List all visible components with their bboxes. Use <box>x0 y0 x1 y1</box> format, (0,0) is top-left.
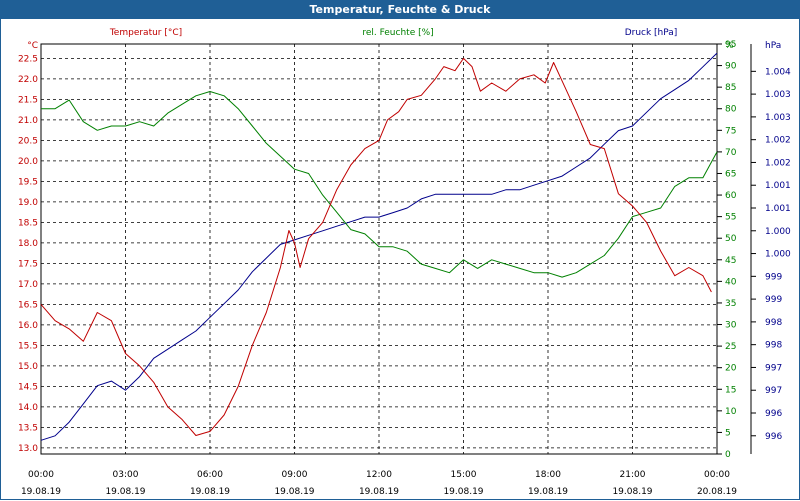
humidity-tick-label: 85 <box>725 83 736 93</box>
temperature-tick-label: 14.5 <box>18 382 38 392</box>
x-tick-date: 19.08.19 <box>105 487 145 497</box>
humidity-tick-label: 95 <box>725 40 736 50</box>
humidity-tick-label: 25 <box>725 342 736 352</box>
x-tick-date: 19.08.19 <box>21 487 61 497</box>
x-tick-date: 19.08.19 <box>274 487 314 497</box>
humidity-tick-label: 45 <box>725 256 736 266</box>
x-tick-date: 20.08.19 <box>697 487 737 497</box>
pressure-series-line <box>40 52 718 441</box>
pressure-legend: Druck [hPa] <box>625 28 678 38</box>
temperature-tick-label: 16.0 <box>18 321 38 331</box>
x-tick-time: 00:00 <box>28 470 54 480</box>
pressure-tick-label: 1.003 <box>765 90 791 100</box>
x-tick-time: 00:00 <box>704 470 730 480</box>
x-tick-date: 19.08.19 <box>612 487 652 497</box>
pressure-tick-label: 999 <box>765 295 782 305</box>
humidity-tick-label: 15 <box>725 385 736 395</box>
temperature-legend: Temperatur [°C] <box>109 28 182 38</box>
temperature-tick-label: 20.5 <box>18 136 38 146</box>
humidity-tick-label: 70 <box>725 148 737 158</box>
humidity-tick-label: 50 <box>725 234 737 244</box>
temperature-tick-label: 15.5 <box>18 341 38 351</box>
pressure-tick-label: 1.002 <box>765 158 791 168</box>
humidity-tick-label: 90 <box>725 62 737 72</box>
temperature-series-line <box>40 57 712 436</box>
x-tick-date: 19.08.19 <box>359 487 399 497</box>
temperature-tick-label: 15.0 <box>18 362 38 372</box>
pressure-tick-label: 998 <box>765 318 782 328</box>
pressure-tick-label: 999 <box>765 272 782 282</box>
humidity-unit: % <box>725 41 734 51</box>
pressure-tick-label: 1.001 <box>765 181 791 191</box>
humidity-tick-label: 40 <box>725 277 737 287</box>
temperature-tick-label: 17.5 <box>18 259 38 269</box>
pressure-tick-label: 996 <box>765 409 782 419</box>
pressure-tick-label: 998 <box>765 341 782 351</box>
x-tick-time: 18:00 <box>535 470 561 480</box>
humidity-tick-label: 55 <box>725 213 736 223</box>
temperature-tick-label: 20.0 <box>18 157 38 167</box>
pressure-tick-label: 997 <box>765 386 782 396</box>
temperature-tick-label: 21.0 <box>18 116 38 126</box>
humidity-tick-label: 30 <box>725 321 737 331</box>
humidity-tick-label: 0 <box>725 450 731 460</box>
x-tick-date: 19.08.19 <box>443 487 483 497</box>
x-tick-date: 19.08.19 <box>528 487 568 497</box>
pressure-tick-label: 1.000 <box>765 250 791 260</box>
temperature-tick-label: 18.0 <box>18 239 38 249</box>
pressure-tick-label: 1.001 <box>765 204 791 214</box>
chart-title: Temperatur, Feuchte & Druck <box>1 1 799 19</box>
pressure-tick-label: 1.000 <box>765 227 791 237</box>
x-tick-time: 21:00 <box>620 470 646 480</box>
temperature-tick-label: 13.0 <box>18 444 38 454</box>
temperature-unit: °C <box>27 41 38 51</box>
pressure-tick-label: 997 <box>765 363 782 373</box>
temperature-tick-label: 19.0 <box>18 198 38 208</box>
x-tick-date: 19.08.19 <box>190 487 230 497</box>
pressure-tick-label: 1.003 <box>765 113 791 123</box>
pressure-tick-label: 1.002 <box>765 136 791 146</box>
temperature-tick-label: 13.5 <box>18 423 38 433</box>
temperature-tick-label: 22.5 <box>18 54 38 64</box>
humidity-series-line <box>41 91 718 278</box>
pressure-unit: hPa <box>765 41 781 51</box>
temperature-tick-label: 18.5 <box>18 218 38 228</box>
temperature-tick-label: 19.5 <box>18 177 38 187</box>
humidity-tick-label: 75 <box>725 126 736 136</box>
temperature-tick-label: 16.5 <box>18 300 38 310</box>
humidity-tick-label: 60 <box>725 191 737 201</box>
humidity-tick-label: 5 <box>725 428 731 438</box>
x-tick-time: 03:00 <box>113 470 139 480</box>
temperature-tick-label: 22.0 <box>18 75 38 85</box>
humidity-tick-label: 20 <box>725 364 737 374</box>
temperature-tick-label: 21.5 <box>18 95 38 105</box>
x-tick-time: 09:00 <box>282 470 308 480</box>
humidity-legend: rel. Feuchte [%] <box>362 28 433 38</box>
temperature-tick-label: 17.0 <box>18 280 38 290</box>
humidity-tick-label: 35 <box>725 299 736 309</box>
humidity-tick-label: 65 <box>725 169 736 179</box>
pressure-tick-label: 1.004 <box>765 67 791 77</box>
humidity-tick-label: 80 <box>725 105 737 115</box>
x-tick-time: 06:00 <box>197 470 223 480</box>
x-tick-time: 12:00 <box>366 470 392 480</box>
temperature-tick-label: 14.0 <box>18 403 38 413</box>
humidity-tick-label: 10 <box>725 407 737 417</box>
x-tick-time: 15:00 <box>451 470 477 480</box>
pressure-tick-label: 996 <box>765 432 782 442</box>
